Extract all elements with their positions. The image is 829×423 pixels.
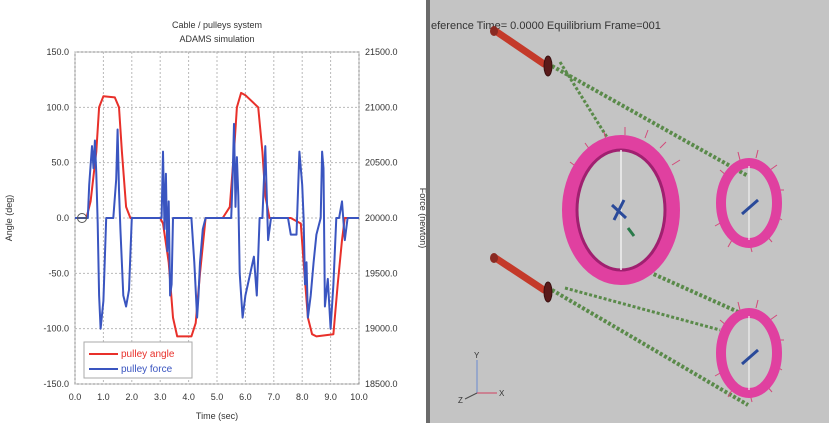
- x-tick-label: 4.0: [182, 392, 195, 402]
- y-tick-label: 150.0: [46, 47, 69, 57]
- x-tick-label: 5.0: [211, 392, 224, 402]
- y2-tick-label: 19000.0: [365, 324, 398, 334]
- cable-lower-2: [564, 286, 721, 332]
- simulation-view: eference Time= 0.0000 Equilibrium Frame=…: [430, 0, 829, 423]
- x-tick-label: 0.0: [69, 392, 82, 402]
- cable-upper: [551, 64, 749, 178]
- x-tick-label: 7.0: [268, 392, 281, 402]
- cable-middle: [639, 266, 746, 317]
- x-tick-label: 9.0: [324, 392, 337, 402]
- y2-tick-label: 20000.0: [365, 213, 398, 223]
- legend: pulley angle pulley force: [83, 341, 193, 379]
- x-axis-label: Time (sec): [196, 411, 238, 421]
- axis-triad-x: X: [499, 389, 505, 398]
- axis-triad-z: Z: [458, 396, 463, 405]
- y-tick-label: 100.0: [46, 102, 69, 112]
- y-axis-ticks: 150.0 100.0 50.0 0.0 -50.0 -100.0 -150.0: [43, 47, 69, 389]
- y-tick-label: -100.0: [43, 324, 69, 334]
- y-tick-label: -150.0: [43, 379, 69, 389]
- x-tick-label: 6.0: [239, 392, 252, 402]
- x-tick-label: 2.0: [126, 392, 139, 402]
- x-tick-label: 10.0: [350, 392, 368, 402]
- legend-box: [83, 341, 193, 379]
- y2-tick-label: 18500.0: [365, 379, 398, 389]
- y2-tick-label: 21000.0: [365, 102, 398, 112]
- y2-tick-label: 20500.0: [365, 158, 398, 168]
- series-layer: [75, 91, 359, 338]
- small-pulley-lower: [714, 299, 784, 403]
- y-tick-label: -50.0: [48, 268, 69, 278]
- x-tick-label: 3.0: [154, 392, 167, 402]
- small-pulley-upper: [714, 149, 784, 253]
- axis-triad-y: Y: [474, 351, 480, 360]
- legend-label-force: pulley force: [121, 364, 173, 375]
- cable-upper-2: [558, 61, 617, 151]
- axis-triad: Y X Z: [458, 351, 505, 405]
- y2-tick-label: 21500.0: [365, 47, 398, 57]
- x-axis-ticks: 0.0 1.0 2.0 3.0 4.0 5.0 6.0 7.0 8.0 9.0 10.0: [69, 392, 368, 402]
- lower-shaft: [490, 253, 553, 303]
- simulation-background: [430, 0, 829, 423]
- chart-subtitle: ADAMS simulation: [179, 34, 254, 44]
- y-tick-label: 50.0: [51, 158, 69, 168]
- y2-axis-ticks: 21500.0 21000.0 20500.0 20000.0 19500.0 19000…: [365, 47, 398, 389]
- y2-axis-label: Force (newton): [418, 188, 428, 249]
- grid-lines: [74, 51, 360, 385]
- panel-divider: [426, 0, 430, 423]
- chart-title: Cable / pulleys system: [172, 20, 262, 30]
- upper-shaft: [490, 26, 553, 77]
- y-axis-label: Angle (deg): [4, 195, 14, 242]
- legend-label-angle: pulley angle: [121, 349, 175, 360]
- x-tick-label: 8.0: [296, 392, 309, 402]
- simulation-status-text: eference Time= 0.0000 Equilibrium Frame=…: [431, 20, 661, 32]
- origin-marker: [77, 213, 87, 223]
- y2-tick-label: 19500.0: [365, 268, 398, 278]
- x-tick-label: 1.0: [97, 392, 110, 402]
- chart-panel: Cable / pulleys system ADAMS simulation …: [4, 20, 428, 421]
- large-pulley: [562, 127, 681, 285]
- series-line-pulley-force: [75, 122, 359, 330]
- cable-lower: [550, 288, 750, 407]
- y-tick-label: 0.0: [56, 213, 69, 223]
